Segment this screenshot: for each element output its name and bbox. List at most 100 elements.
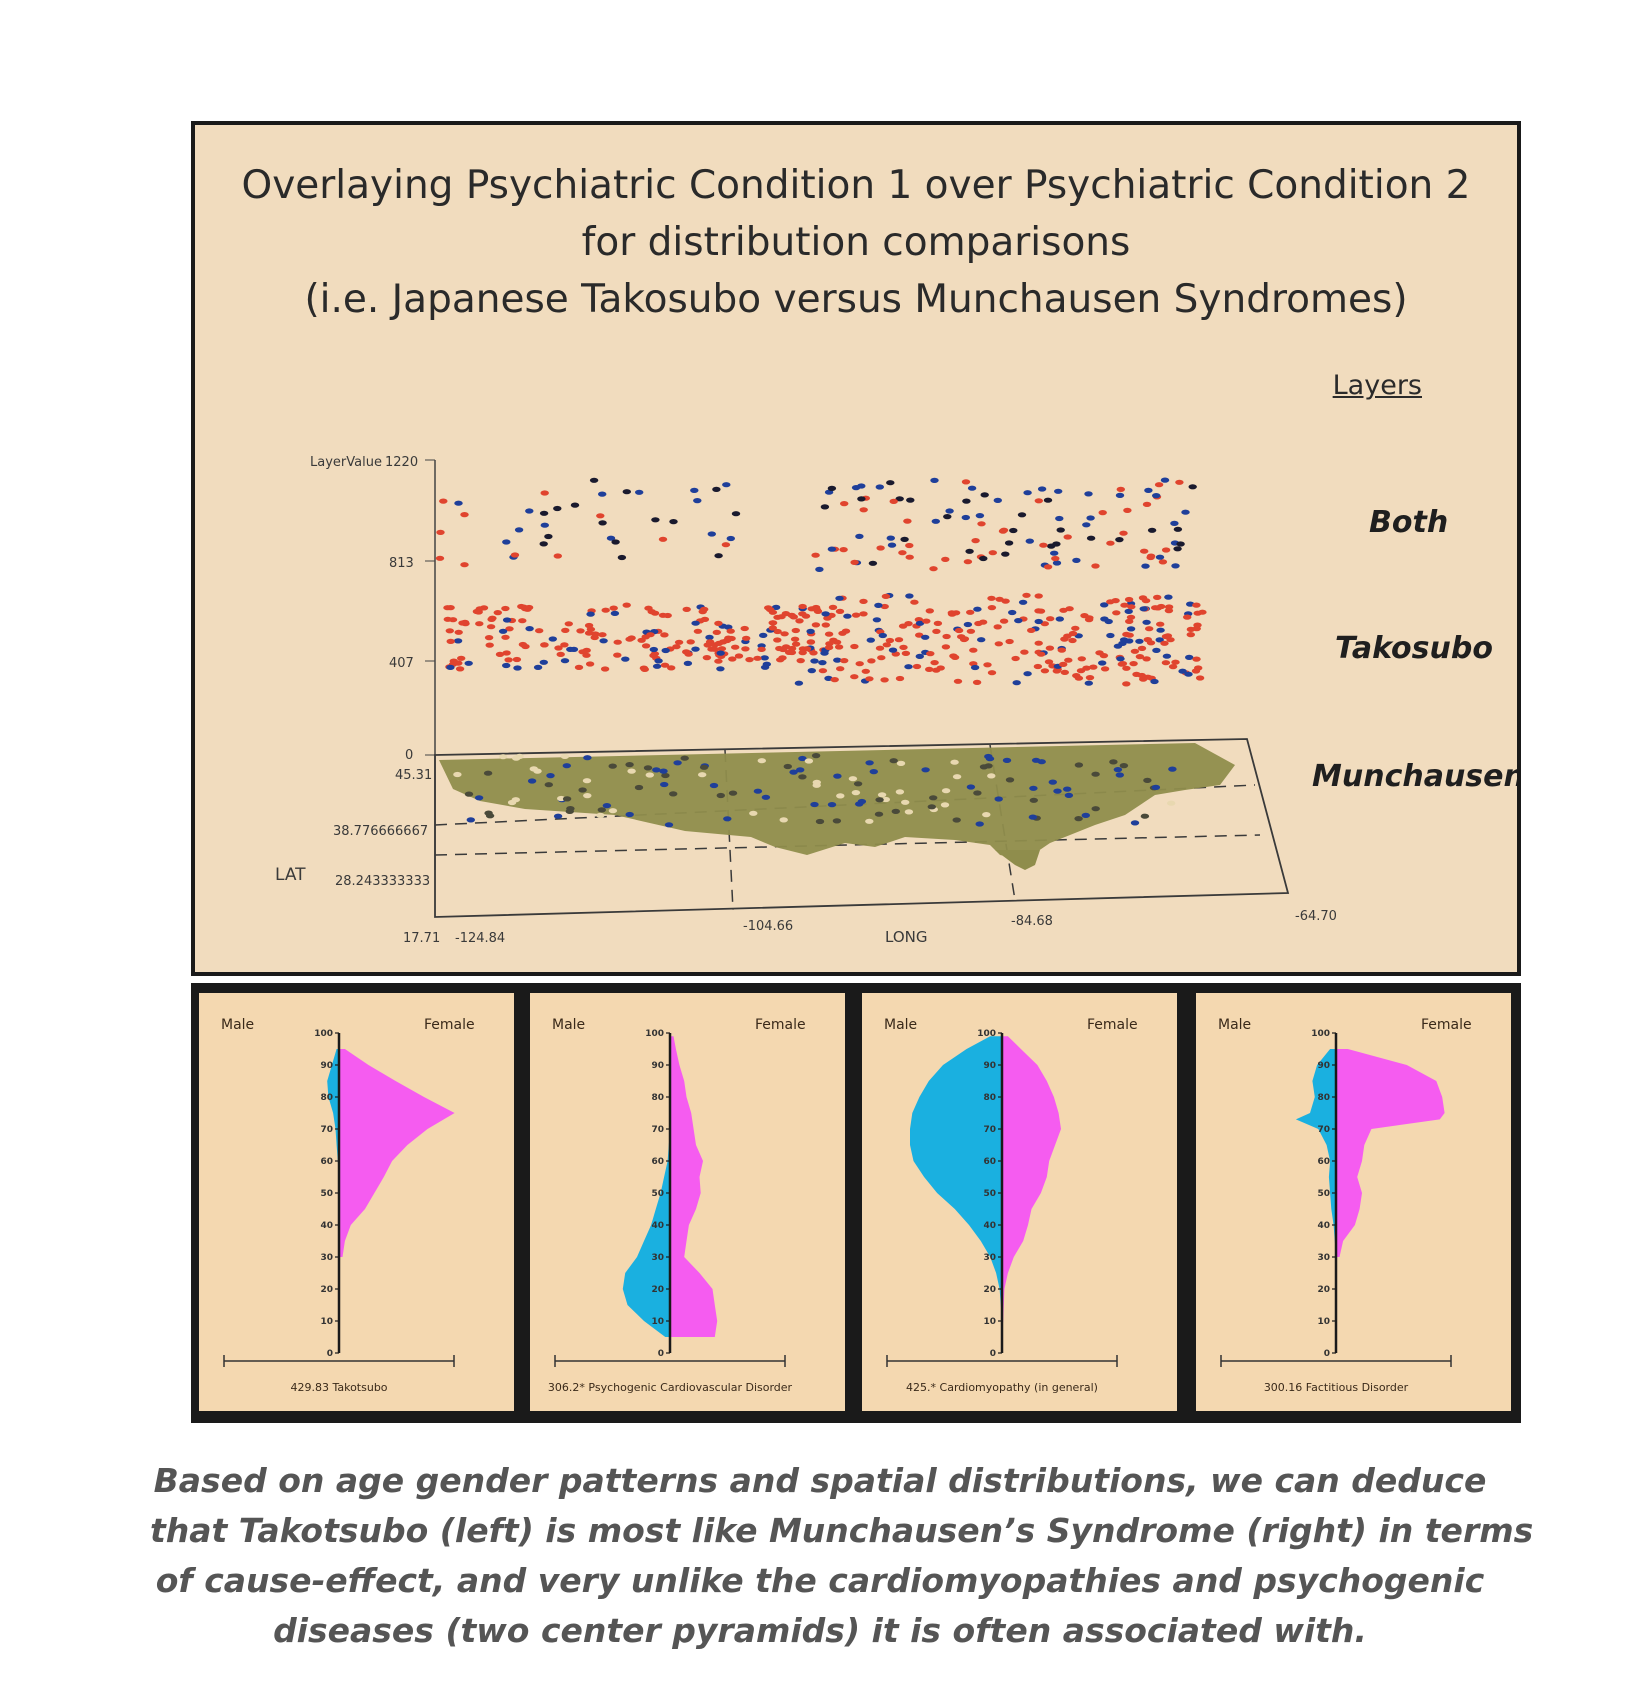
scatter-point — [1045, 645, 1055, 651]
scatter-point — [975, 821, 984, 827]
scatter-point — [716, 666, 725, 672]
floor-gridline — [434, 834, 1261, 856]
scatter-point — [891, 651, 900, 657]
scatter-point — [813, 608, 823, 614]
scatter-point — [613, 639, 622, 645]
scatter-point — [1168, 664, 1178, 670]
age-tick-label: 20 — [651, 1285, 664, 1295]
scatter-point — [680, 755, 689, 761]
scatter-point — [998, 528, 1008, 534]
scatter-point — [673, 760, 682, 766]
scatter-point — [833, 657, 842, 663]
scatter-point — [454, 500, 463, 506]
scatter-point — [1173, 546, 1182, 552]
scatter-point — [1188, 484, 1197, 490]
age-tick-label: 0 — [327, 1349, 333, 1359]
scatter-point — [1195, 675, 1205, 681]
scatter-point — [865, 760, 874, 766]
scatter-point — [994, 641, 1003, 647]
age-tick-label: 60 — [983, 1157, 996, 1167]
scatter-point — [980, 492, 989, 498]
caption-line: of cause-effect, and very unlike the car… — [155, 1561, 1485, 1600]
scatter-point — [1184, 671, 1193, 677]
scatter-point — [857, 798, 867, 805]
scatter-point — [973, 790, 982, 796]
scatter-point — [1115, 772, 1124, 778]
age-tick-label: 20 — [983, 1285, 996, 1295]
scatter-point — [895, 789, 905, 795]
scatter-point — [702, 655, 712, 661]
scatter-point — [521, 606, 530, 612]
scatter-point — [1057, 647, 1066, 653]
scatter-point — [1130, 648, 1140, 654]
scatter-point — [855, 661, 864, 667]
scatter-point — [682, 606, 691, 612]
scatter-point — [540, 522, 549, 528]
scatter-point — [493, 610, 502, 616]
scatter-point — [827, 546, 837, 552]
scatter-point — [652, 663, 662, 669]
scatter-point — [1140, 548, 1149, 554]
scatter-point — [1161, 633, 1171, 640]
female-area — [670, 1036, 718, 1337]
scatter-point — [1146, 553, 1156, 559]
scatter-point — [753, 655, 762, 661]
scatter-point — [1089, 664, 1098, 670]
scatter-point — [961, 514, 970, 521]
scatter-point — [502, 617, 512, 623]
scatter-point — [1153, 594, 1162, 600]
scatter-point — [910, 599, 919, 605]
scatter-point — [560, 642, 569, 648]
scatter-point — [582, 778, 592, 784]
scatter-point — [941, 644, 951, 650]
scatter-point — [974, 620, 983, 627]
scatter-point — [1156, 627, 1165, 633]
scatter-point — [931, 518, 940, 524]
scatter-point — [1029, 797, 1038, 803]
scatter-point — [439, 498, 448, 504]
pyramid-svg: 0 10 20 30 40 50 60 70 80 90 100 Male Female 300.16 F… — [1218, 1017, 1472, 1394]
scatter-point — [609, 605, 618, 611]
scatter-point — [901, 799, 910, 805]
scatter-point — [1160, 640, 1169, 646]
chart-title-line-1: Overlaying Psychiatric Condition 1 over … — [241, 163, 1471, 208]
scatter-point — [915, 620, 925, 626]
scatter-point — [1014, 618, 1023, 624]
scatter-point — [453, 771, 462, 778]
scatter-point — [1036, 651, 1046, 657]
scatter-point — [979, 555, 988, 562]
scatter-point — [954, 627, 964, 634]
scatter-point — [512, 755, 521, 761]
scatter-point — [457, 655, 466, 661]
scatter-point — [925, 666, 934, 673]
scatter-point — [1142, 619, 1151, 625]
scatter-point — [801, 613, 811, 619]
scatter-point — [1065, 606, 1074, 612]
scatter-point — [1155, 637, 1164, 643]
scatter-point — [765, 606, 775, 613]
scatter-point — [1011, 655, 1020, 662]
scatter-point — [1002, 757, 1012, 764]
scatter-point — [824, 644, 834, 651]
scatter-point — [486, 624, 496, 630]
scatter-point — [645, 772, 654, 778]
scatter-point — [1020, 649, 1029, 655]
scatter-point — [591, 631, 600, 637]
scatter-point — [646, 632, 655, 638]
scatter-point — [1186, 632, 1195, 638]
scatter-point — [1124, 608, 1133, 614]
age-tick-label: 30 — [651, 1253, 664, 1263]
scatter-point — [554, 645, 563, 651]
scatter-point — [502, 650, 511, 656]
scatter-point — [900, 536, 909, 542]
age-tick-label: 60 — [320, 1157, 333, 1167]
scatter-point — [1122, 665, 1131, 671]
scatter-point — [1023, 671, 1032, 677]
scatter-point — [435, 555, 445, 561]
z-tick-label: 0 — [405, 748, 413, 763]
chart-title-line-3: (i.e. Japanese Takosubo versus Munchause… — [304, 277, 1408, 322]
scatter-point — [1074, 762, 1084, 768]
scatter-point — [634, 784, 644, 791]
scatter-point — [933, 620, 943, 626]
pyramid-takotsubo: 0 10 20 30 40 50 60 70 80 90 100 Male Female 429.83 T… — [199, 993, 514, 1411]
